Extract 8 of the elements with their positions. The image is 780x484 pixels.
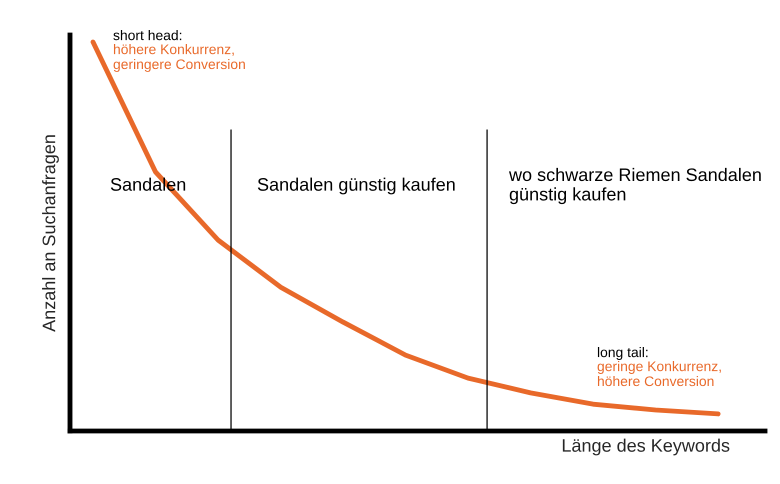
x-axis-title: Länge des Keywords xyxy=(562,438,730,456)
annotation: long tail: xyxy=(598,347,648,360)
annotation: Sandalen günstig kaufen xyxy=(258,178,455,194)
annotation: geringe Konkurrenz, höhere Conversion xyxy=(598,361,721,386)
text: short head: xyxy=(113,30,182,40)
y-axis-title: Anzahl an Suchanfragen xyxy=(42,135,59,332)
annotation: höhere Konkurrenz, geringere Conversion xyxy=(114,44,245,72)
annotation: wo schwarze Riemen Sandalen günstig kaufen xyxy=(508,168,761,204)
